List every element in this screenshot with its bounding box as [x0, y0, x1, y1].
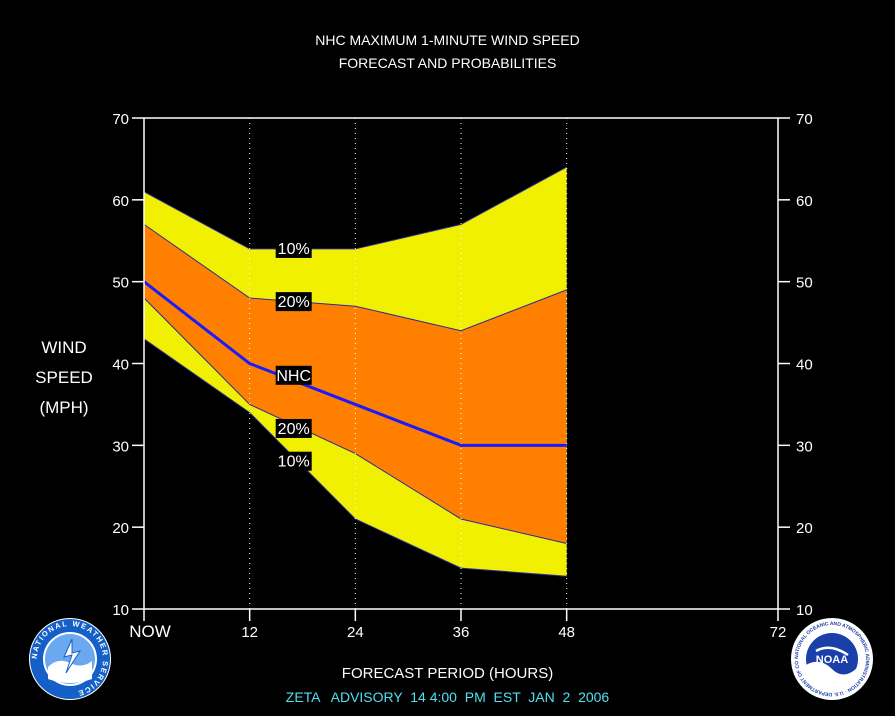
y-axis-label-line3: (MPH) — [39, 398, 89, 417]
band-label-text-0: 10% — [278, 241, 310, 258]
band-label-bg-1 — [275, 292, 312, 312]
y-tick-label-left-20: 20 — [112, 520, 129, 537]
y-tick-label-left-70: 70 — [112, 111, 129, 128]
y-tick-label-left-60: 60 — [112, 193, 129, 210]
band-boundary-line-1 — [143, 223, 567, 332]
band-label-text-2: NHC — [276, 368, 311, 385]
y-tick-label-right-30: 30 — [796, 438, 813, 455]
band-label-text-3: 20% — [278, 421, 310, 438]
x-tick-label-24: 24 — [347, 624, 364, 641]
y-tick-label-right-70: 70 — [796, 111, 813, 128]
nhc-forecast-line — [143, 280, 567, 447]
y-axis-label-line2: SPEED — [35, 368, 93, 387]
band-label-bg-2 — [275, 365, 312, 385]
y-tick-label-right-50: 50 — [796, 275, 813, 292]
band-label-bg-3 — [275, 418, 312, 438]
band-label-bg-4 — [275, 451, 312, 471]
band-label-text-1: 20% — [278, 294, 310, 311]
band-label-3: 20% — [275, 418, 312, 438]
advisory-footer: ZETA ADVISORY 14 4:00 PM EST JAN 2 2006 — [285, 689, 610, 705]
x-tick-label-72: 72 — [770, 624, 787, 641]
x-tick-label-48: 48 — [558, 624, 575, 641]
x-tick-label-12: 12 — [241, 624, 258, 641]
y-tick-label-right-60: 60 — [796, 193, 813, 210]
band-label-4: 10% — [275, 451, 312, 471]
x-axis-label: FORECAST PERIOD (HOURS) — [341, 665, 554, 682]
y-tick-label-right-20: 20 — [796, 520, 813, 537]
band-label-0: 10% — [275, 238, 312, 258]
band-label-bg-0 — [275, 238, 312, 258]
band-label-2: NHC — [275, 365, 312, 385]
band-label-1: 20% — [275, 292, 312, 312]
y-tick-label-left-50: 50 — [112, 275, 129, 292]
noaa-logo-icon: NOAA NATIONAL OCEANIC AND ATMOSPHERIC AD… — [790, 617, 873, 700]
y-tick-label-right-40: 40 — [796, 357, 813, 374]
chart-title-line2: FORECAST AND PROBABILITIES — [338, 55, 557, 71]
band-label-text-4: 10% — [278, 454, 310, 471]
y-tick-label-left-10: 10 — [112, 602, 129, 619]
noaa-logo-center-text: NOAA — [816, 654, 848, 666]
y-tick-label-left-40: 40 — [112, 357, 129, 374]
y-tick-label-left-30: 30 — [112, 438, 129, 455]
chart-title-line1: NHC MAXIMUM 1-MINUTE WIND SPEED — [315, 32, 580, 48]
x-tick-label-0: NOW — [129, 622, 171, 641]
y-axis-label-line1: WIND — [41, 338, 87, 357]
y-tick-label-right-10: 10 — [796, 602, 813, 619]
nws-logo-icon: NATIONAL WEATHER SERVICE — [29, 618, 111, 700]
x-tick-label-36: 36 — [453, 624, 470, 641]
